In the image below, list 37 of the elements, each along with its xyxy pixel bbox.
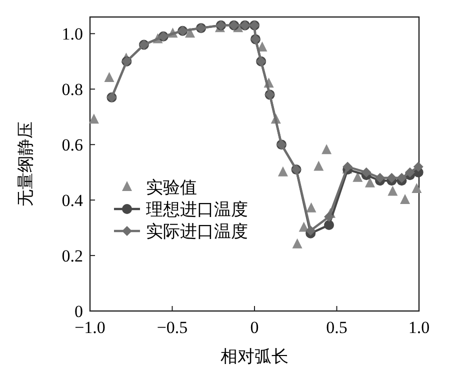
point [278, 166, 288, 176]
point [88, 114, 99, 124]
point [375, 172, 386, 183]
point [364, 177, 375, 188]
xtick: 0 [250, 318, 259, 337]
xlabel: 相对弧长 [220, 347, 288, 366]
point [306, 202, 316, 212]
ytick: 0.8 [62, 80, 83, 100]
point [292, 238, 302, 248]
point [314, 160, 324, 171]
point [412, 182, 422, 193]
point [306, 226, 316, 236]
point [388, 186, 398, 196]
ytick: 1.0 [62, 24, 83, 44]
point [386, 172, 397, 183]
legend-label: 实际进口温度 [146, 222, 248, 241]
legend-label: 理想进口温度 [146, 200, 248, 219]
ytick: 0.6 [62, 136, 83, 155]
point [257, 42, 268, 52]
point [404, 167, 415, 178]
point [104, 72, 114, 82]
ytick: 0.2 [62, 246, 83, 266]
xtick: −0.5 [156, 318, 188, 337]
xtick: −1.0 [74, 318, 106, 337]
point [361, 167, 372, 178]
point [396, 172, 407, 183]
xtick: 0.5 [326, 318, 348, 337]
ytick: 0 [74, 302, 83, 321]
point [413, 162, 424, 172]
point [324, 220, 334, 230]
point [400, 194, 410, 204]
point [324, 212, 334, 222]
legend-label: 实验值 [146, 178, 197, 197]
xtick: 1.0 [408, 318, 430, 337]
ylabel: 无量纲静压 [16, 122, 35, 206]
ytick: 0.4 [62, 191, 83, 210]
point [322, 144, 332, 154]
